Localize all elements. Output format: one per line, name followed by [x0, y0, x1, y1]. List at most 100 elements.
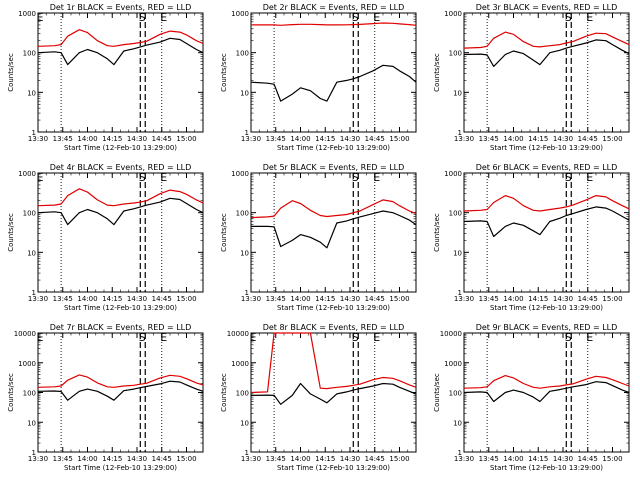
x-axis-label: Start Time (12-Feb-10 13:29:00)	[490, 144, 603, 152]
event-marker-label: E	[586, 171, 593, 184]
y-tick-label: 1000	[18, 360, 36, 368]
x-tick-label: 13:30	[28, 295, 48, 303]
y-tick-label: 10	[453, 249, 462, 257]
x-tick-label: 14:45	[152, 295, 172, 303]
series-line-lld	[37, 29, 204, 47]
x-tick-label: 13:45	[53, 135, 73, 143]
x-tick-label: 14:15	[315, 295, 335, 303]
y-tick-label: 1000	[231, 170, 249, 178]
x-tick-label: 14:00	[77, 295, 97, 303]
x-tick-label: 14:45	[152, 455, 172, 463]
event-marker-label: E	[586, 331, 593, 344]
x-tick-label: 13:45	[479, 135, 499, 143]
x-tick-label: 14:45	[365, 295, 385, 303]
event-marker-label: E	[160, 171, 167, 184]
x-tick-label: 14:15	[528, 455, 548, 463]
y-tick-label: 1	[458, 449, 462, 457]
event-marker-label: S	[565, 11, 572, 24]
event-marker-label: E	[250, 331, 257, 344]
event-marker-label: E	[37, 171, 44, 184]
y-tick-label: 1000	[444, 170, 462, 178]
y-tick-label: 10	[240, 419, 249, 427]
x-tick-label: 15:00	[602, 455, 622, 463]
x-tick-label: 14:00	[290, 135, 310, 143]
y-tick-label: 1000	[18, 10, 36, 18]
x-tick-label: 14:30	[340, 135, 360, 143]
event-marker-label: S	[352, 331, 359, 344]
y-tick-label: 1000	[444, 10, 462, 18]
y-tick-label: 100	[449, 210, 462, 218]
y-tick-label: 1000	[231, 10, 249, 18]
x-axis-label: Start Time (12-Feb-10 13:29:00)	[277, 304, 390, 312]
x-tick-label: 14:30	[553, 295, 573, 303]
x-tick-label: 13:45	[266, 135, 286, 143]
event-marker-label: S	[352, 171, 359, 184]
y-tick-label: 10	[27, 249, 36, 257]
series-line-lld	[250, 199, 417, 219]
x-axis-label: Start Time (12-Feb-10 13:29:00)	[64, 464, 177, 472]
x-axis-label: Start Time (12-Feb-10 13:29:00)	[490, 464, 603, 472]
series-line-lld	[463, 375, 630, 389]
series-line-lld	[463, 31, 630, 49]
x-tick-label: 13:30	[241, 455, 261, 463]
y-tick-label: 10000	[227, 330, 249, 338]
x-tick-label: 13:45	[479, 295, 499, 303]
y-tick-label: 1	[245, 129, 249, 137]
x-tick-label: 14:30	[127, 295, 147, 303]
series-line-events	[250, 64, 417, 102]
panel-title: Det 4r BLACK = Events, RED = LLD	[50, 163, 192, 172]
y-tick-label: 100	[449, 390, 462, 398]
x-tick-label: 13:30	[454, 455, 474, 463]
plot-frame	[463, 172, 630, 293]
x-tick-label: 14:30	[340, 295, 360, 303]
x-tick-label: 15:00	[602, 295, 622, 303]
y-tick-label: 10	[453, 89, 462, 97]
y-axis-label: Counts/sec	[7, 373, 15, 412]
x-tick-label: 13:45	[53, 455, 73, 463]
plot-frame	[37, 12, 204, 133]
x-tick-label: 14:15	[528, 295, 548, 303]
series-line-events	[251, 210, 417, 249]
y-tick-label: 10	[453, 419, 462, 427]
series-line-events	[250, 382, 417, 405]
event-marker-label: E	[373, 331, 380, 344]
panel-title: Det 2r BLACK = Events, RED = LLD	[263, 3, 405, 12]
y-tick-label: 10	[240, 249, 249, 257]
plot-panel-8: Det 8r BLACK = Events, RED = LLD 1 10 100 10…	[220, 323, 417, 472]
x-tick-label: 14:00	[503, 455, 523, 463]
event-marker-label: E	[37, 11, 44, 24]
y-axis-label: Counts/sec	[7, 213, 15, 252]
event-marker-label: S	[139, 171, 146, 184]
y-axis-label: Counts/sec	[7, 53, 15, 92]
y-tick-label: 10000	[14, 330, 36, 338]
y-tick-label: 1000	[18, 170, 36, 178]
x-tick-label: 14:00	[77, 455, 97, 463]
y-tick-label: 100	[236, 210, 249, 218]
x-tick-label: 14:00	[503, 295, 523, 303]
plot-panel-6: Det 6r BLACK = Events, RED = LLD 1 10 100 10…	[433, 163, 630, 312]
x-axis-label: Start Time (12-Feb-10 13:29:00)	[277, 144, 390, 152]
x-tick-label: 14:30	[127, 455, 147, 463]
series-line-lld	[250, 332, 417, 394]
plot-panel-5: Det 5r BLACK = Events, RED = LLD 1 10 100 10…	[220, 163, 417, 312]
series-line-events	[463, 381, 630, 403]
series-line-events	[463, 206, 630, 238]
y-tick-label: 1000	[231, 360, 249, 368]
y-tick-label: 1000	[444, 360, 462, 368]
y-tick-label: 1	[458, 129, 462, 137]
y-tick-label: 10	[240, 89, 249, 97]
series-line-lld	[37, 374, 204, 388]
x-tick-label: 14:45	[578, 135, 598, 143]
x-tick-label: 14:15	[528, 135, 548, 143]
panel-title: Det 6r BLACK = Events, RED = LLD	[476, 163, 618, 172]
panel-title: Det 1r BLACK = Events, RED = LLD	[50, 3, 192, 12]
series-line-events	[37, 197, 204, 226]
plot-panel-3: Det 3r BLACK = Events, RED = LLD 1 10 100 10…	[433, 3, 630, 152]
y-tick-label: 1	[32, 289, 36, 297]
plot-frame	[250, 12, 417, 133]
series-line-events	[37, 380, 204, 401]
series-line-lld	[463, 195, 630, 212]
y-tick-label: 1	[245, 449, 249, 457]
y-tick-label: 1	[458, 289, 462, 297]
x-tick-label: 14:30	[127, 135, 147, 143]
